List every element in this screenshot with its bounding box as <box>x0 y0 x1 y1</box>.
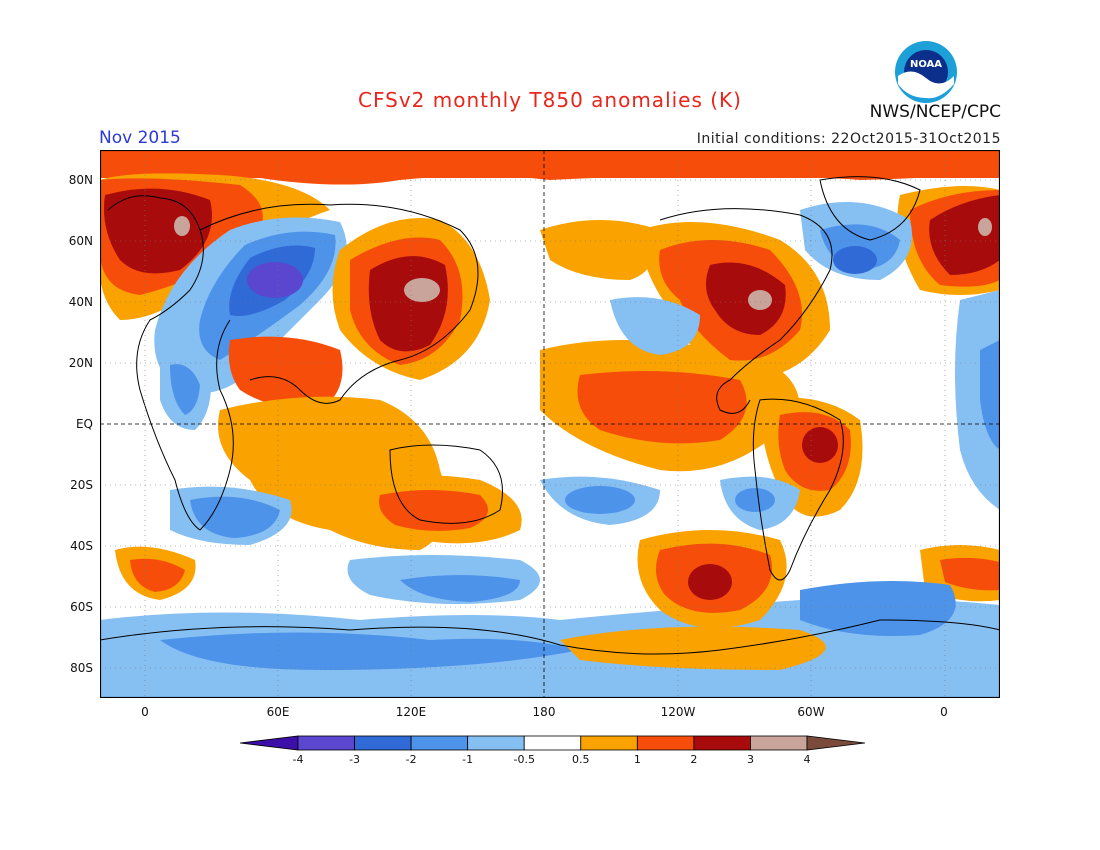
grid-lines <box>100 150 1000 698</box>
agency-label: NWS/NCEP/CPC <box>869 102 1001 122</box>
colorbar-segment <box>410 735 469 751</box>
colorbar-segment <box>523 735 582 751</box>
colorbar-segment <box>693 735 751 751</box>
colorbar-segment <box>467 735 525 751</box>
colorbar-label: -1 <box>462 753 473 766</box>
lat-label: 40N <box>69 295 93 309</box>
coastlines <box>100 176 1000 655</box>
lat-label: EQ <box>76 417 93 431</box>
chart-title: CFSv2 monthly T850 anomalies (K) <box>358 88 742 112</box>
colorbar-segment <box>240 735 299 751</box>
lat-label: 20S <box>70 478 93 492</box>
colorbar-label: 3 <box>747 753 754 766</box>
colorbar-label: -3 <box>349 753 360 766</box>
colorbar-label: 4 <box>804 753 811 766</box>
colorbar-segment <box>580 735 638 751</box>
colorbar-label: 0.5 <box>572 753 590 766</box>
colorbar-segment <box>297 735 355 751</box>
lon-label: 0 <box>141 705 149 719</box>
colorbar-segment <box>636 735 695 751</box>
initial-conditions: Initial conditions: 22Oct2015-31Oct2015 <box>696 131 1001 147</box>
colorbar-label: -0.5 <box>513 753 534 766</box>
reference-lines <box>100 150 1000 698</box>
svg-text:NOAA: NOAA <box>910 59 942 70</box>
colorbar-segment <box>750 735 808 751</box>
lon-label: 120W <box>661 705 696 719</box>
lat-label: 40S <box>70 539 93 553</box>
colorbar-label: -4 <box>293 753 304 766</box>
lat-label: 80S <box>70 661 93 675</box>
lon-label: 120E <box>396 705 427 719</box>
lon-label: 180 <box>533 705 556 719</box>
lat-label: 60N <box>69 234 93 248</box>
lon-label: 60E <box>267 705 290 719</box>
colorbar-segment <box>806 735 865 751</box>
colorbar-label: 1 <box>634 753 641 766</box>
forecast-month: Nov 2015 <box>99 128 181 148</box>
lat-label: 80N <box>69 173 93 187</box>
noaa-logo-icon: NOAA <box>895 41 957 103</box>
lon-label: 60W <box>797 705 824 719</box>
colorbar-label: -2 <box>406 753 417 766</box>
colorbar-label: 2 <box>690 753 697 766</box>
colorbar: -4 -3 -2 -1 -0.5 0.5 1 2 3 4 <box>240 735 865 766</box>
anomaly-field <box>100 150 1000 698</box>
colorbar-segment <box>354 735 412 751</box>
lat-label: 20N <box>69 356 93 370</box>
lon-label: 0 <box>940 705 948 719</box>
anomaly-map <box>100 150 1000 698</box>
lat-label: 60S <box>70 600 93 614</box>
